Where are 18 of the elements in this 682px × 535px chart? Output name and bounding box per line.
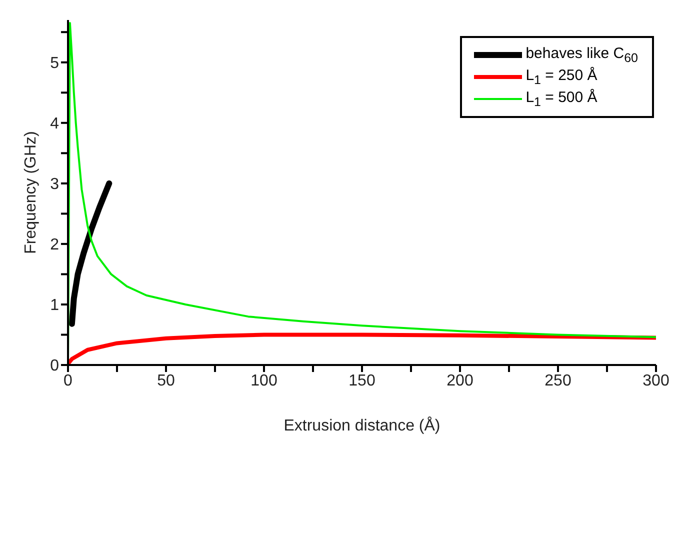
y-tick-label: 4 <box>50 116 60 133</box>
legend-label: behaves like C$_{60}$ <box>526 45 638 65</box>
y-axis-title: Frequency (GHz) <box>22 131 40 254</box>
x-tick-label: 250 <box>544 372 572 390</box>
y-tick-label: 0 <box>50 358 60 375</box>
y-tick-label: 1 <box>50 297 60 314</box>
x-tick-label: 50 <box>157 372 175 390</box>
y-tick-label: 5 <box>50 55 60 72</box>
y-tick-label: 3 <box>50 176 60 194</box>
x-tick-label: 150 <box>348 372 376 390</box>
y-tick-label: 2 <box>50 236 60 254</box>
x-tick-label: 200 <box>446 372 474 390</box>
x-tick-label: 300 <box>642 372 670 390</box>
legend-label: L$_{1}$ = 250 Å <box>526 67 598 87</box>
x-tick-label: 0 <box>64 372 73 390</box>
x-tick-label: 100 <box>250 372 278 390</box>
x-axis-title: Extrusion distance (Å) <box>284 416 440 434</box>
legend-label: L$_{1}$ = 500 Å <box>526 89 598 109</box>
